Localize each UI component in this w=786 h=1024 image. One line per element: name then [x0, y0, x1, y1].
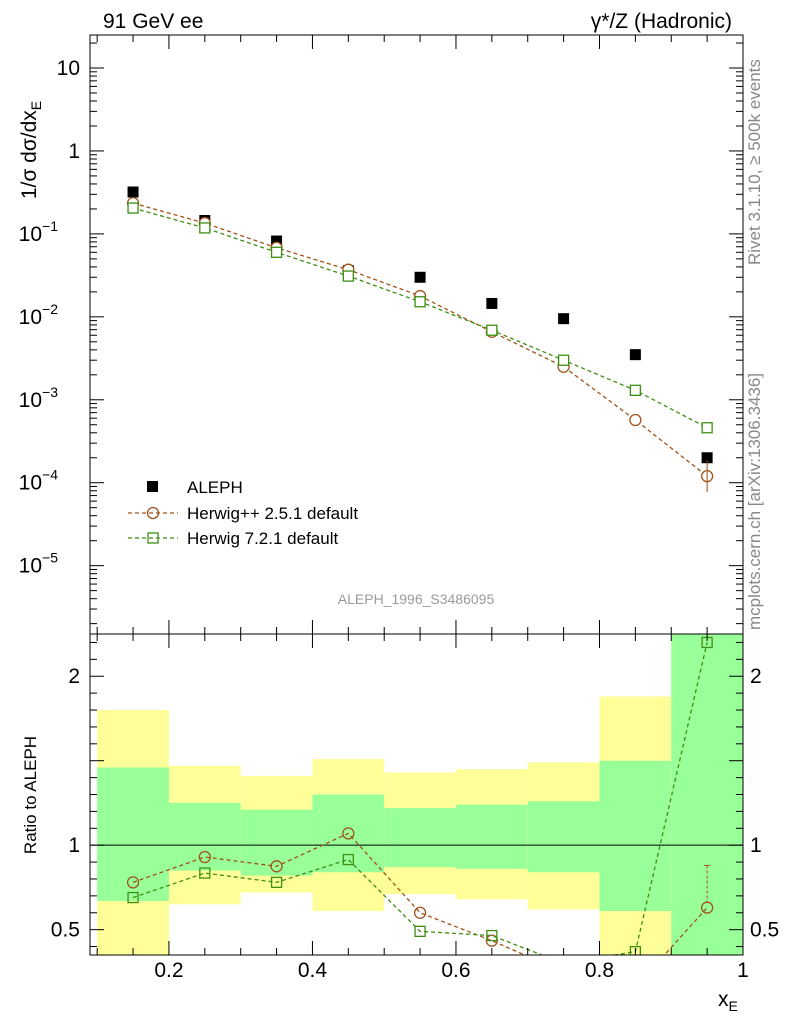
band-inner [97, 767, 169, 901]
ratio-point-herwig7 [199, 867, 211, 879]
legend-label-herwig7: Herwig 7.2.1 default [187, 529, 338, 548]
x-tick-label: 1 [737, 959, 749, 982]
ratio-y-tick-label-right: 1 [750, 834, 762, 857]
band-inner [455, 804, 528, 869]
legend-marker-aleph [147, 481, 158, 492]
legend-label-herwigpp: Herwig++ 2.5.1 default [187, 504, 358, 523]
main-y-tick-label: 10 [57, 57, 80, 80]
ratio-y-axis: 0.5 0.5 1 1 2 2 [51, 641, 779, 948]
data-point-aleph [127, 186, 139, 198]
main-ylabel: 1/σ dσ/dxE [18, 101, 44, 199]
ratio-point-herwigpp [413, 906, 427, 919]
ratio-y-tick-label: 1 [68, 834, 80, 857]
data-point-aleph [271, 235, 283, 247]
data-point-aleph [486, 297, 498, 309]
main-panel: 10 1 10−1 10−2 10−3 10−4 10−5 [19, 34, 744, 635]
ratio-y-tick-label: 2 [68, 665, 80, 688]
ratio-ylabel: Ratio to ALEPH [21, 736, 40, 854]
ratio-point-herwigpp [270, 860, 283, 873]
legend: ALEPH Herwig++ 2.5.1 default Herwig 7.2.… [128, 478, 358, 548]
x-tick-label: 0.6 [441, 959, 470, 982]
ratio-point-herwigpp [198, 850, 211, 864]
ratio-y-tick-label-right: 0.5 [750, 919, 779, 942]
point-herwig7 [199, 222, 211, 234]
main-y-tick-label: 10−4 [19, 467, 59, 495]
ratio-y-tick-label-right: 2 [750, 665, 762, 688]
ratio-frame [89, 633, 744, 956]
header-right: γ*/Z (Hadronic) [591, 10, 732, 33]
point-herwigpp [629, 413, 642, 427]
band-inner [527, 801, 600, 873]
point-herwig7 [342, 270, 354, 282]
ratio-series-line [132, 642, 708, 955]
ratio-series-line [132, 832, 708, 955]
ratio-bands [97, 634, 743, 955]
main-y-tick-label: 10−1 [19, 218, 59, 246]
data-point-aleph [558, 313, 570, 325]
ratio-point-herwigpp [126, 876, 140, 889]
main-series [126, 186, 714, 493]
ratio-point-herwigpp [342, 827, 355, 840]
ratio-y-tick-label: 0.5 [51, 919, 80, 942]
point-herwig7 [127, 202, 139, 214]
rivet-label: Rivet 3.1.10, ≥ 500k events [745, 59, 764, 265]
header-left: 91 GeV ee [103, 10, 203, 33]
legend-marker-herwig7 [147, 532, 159, 544]
legend-marker-herwigpp [146, 506, 160, 520]
band-inner [671, 634, 743, 955]
x-tick-label: 0.8 [585, 959, 614, 982]
ratio-panel: 0.5 0.51 12 2 0.2 0.4 0.6 0.8 1 [51, 633, 779, 982]
main-series-line [132, 202, 708, 477]
main-x-axis [96, 35, 744, 634]
data-point-aleph [701, 452, 713, 464]
ratio-point-herwig7 [270, 876, 283, 889]
main-y-tick-label: 10−2 [19, 301, 59, 329]
ratio-point-herwig7 [127, 891, 139, 904]
watermark: ALEPH_1996_S3486095 [338, 591, 495, 607]
main-y-tick-label: 1 [68, 140, 80, 163]
band-inner [384, 808, 456, 868]
point-herwig7 [414, 296, 426, 308]
ratio-point-herwig7 [414, 925, 426, 937]
ratio-point-herwig7 [629, 945, 642, 955]
legend-label-aleph: ALEPH [187, 478, 243, 497]
data-point-aleph [414, 271, 426, 283]
point-herwig7 [486, 324, 498, 336]
main-series-line [132, 207, 708, 429]
x-tick-label: 0.4 [298, 959, 328, 982]
band-inner [168, 802, 241, 871]
x-axis-label: xE [718, 988, 738, 1014]
main-y-tick-label: 10−5 [19, 550, 59, 578]
band-inner [240, 809, 313, 876]
main-y-tick-label: 10−3 [19, 384, 59, 412]
data-point-aleph [629, 349, 641, 361]
ratio-point-herwig7 [486, 929, 498, 942]
mcplots-label: mcplots.cern.ch [arXiv:1306.3436] [745, 373, 764, 630]
point-herwig7 [629, 384, 642, 396]
point-herwig7 [701, 422, 713, 434]
point-herwig7 [270, 246, 283, 258]
ratio-x-axis: 0.2 0.4 0.6 0.8 1 [96, 634, 749, 982]
band-inner [599, 760, 672, 912]
ratio-point-herwig7 [342, 853, 354, 866]
point-herwig7 [557, 354, 570, 366]
main-y-axis: 10 1 10−1 10−2 10−3 10−4 10−5 [19, 42, 743, 625]
x-tick-label: 0.2 [154, 959, 183, 982]
